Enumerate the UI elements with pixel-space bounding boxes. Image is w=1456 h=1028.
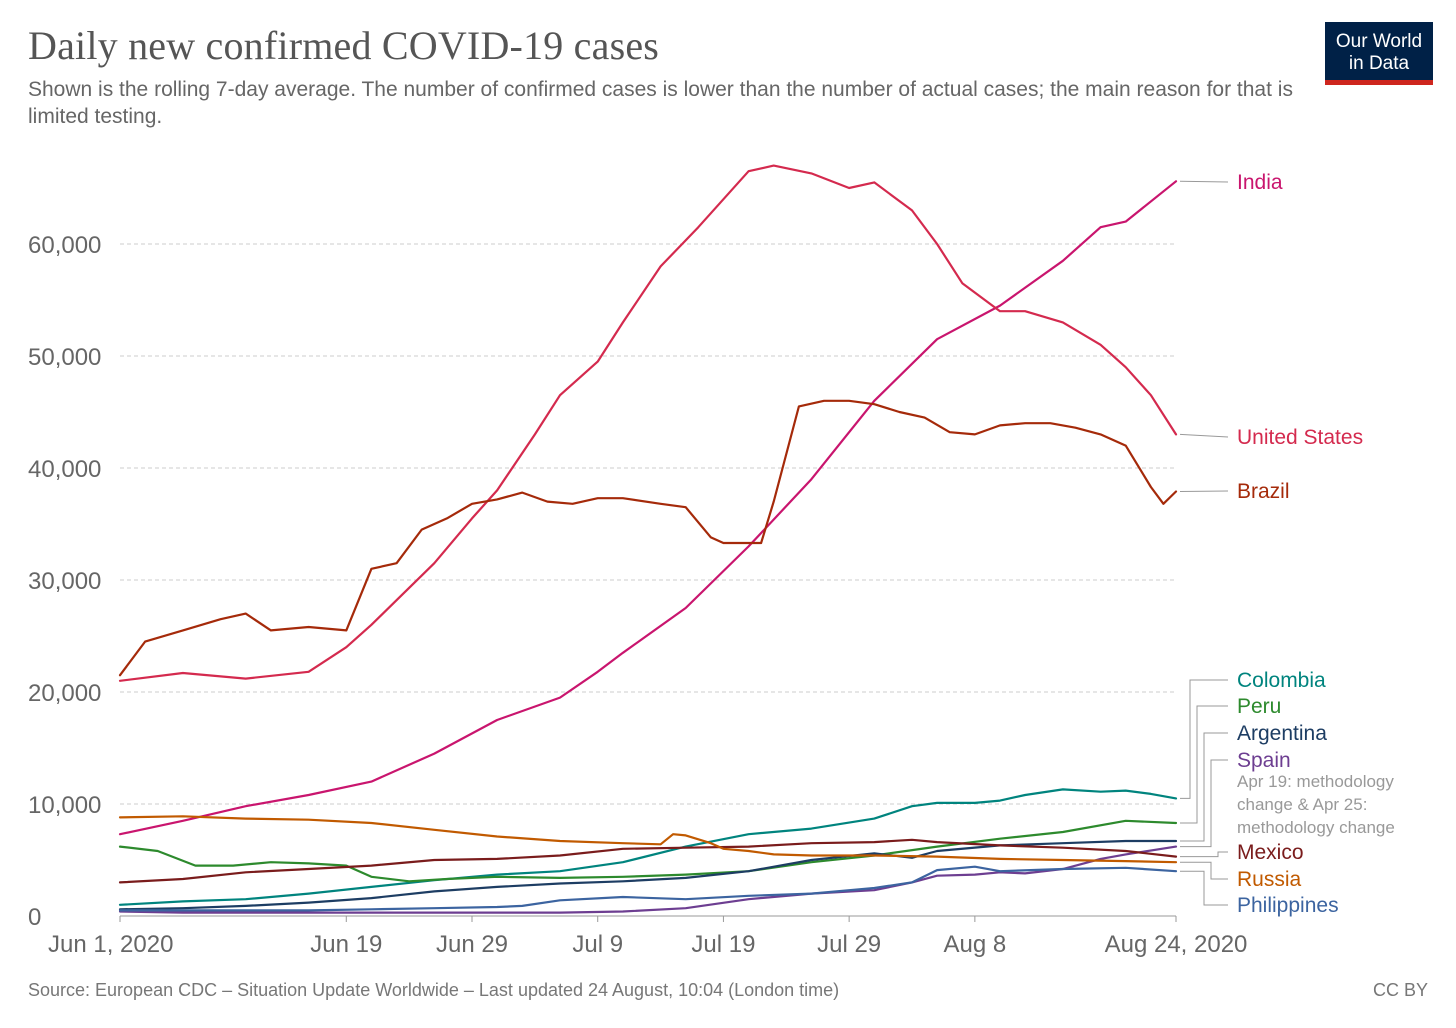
x-tick-label: Jun 29 (436, 931, 508, 958)
y-tick-label: 30,000 (28, 568, 101, 595)
label-connector (1179, 490, 1229, 492)
spain-annotation-line: Apr 19: methodology (1237, 772, 1394, 791)
x-tick-label: Jun 19 (310, 931, 382, 958)
x-tick-label: Jul 19 (691, 931, 755, 958)
series-label-spain[interactable]: Spain (1237, 749, 1291, 772)
series-label-colombia[interactable]: Colombia (1237, 669, 1326, 692)
label-connector (1180, 732, 1228, 842)
axes: 0 10,000 20,000 30,000 40,000 50,000 60,000 Jun… (28, 232, 1247, 958)
grid-lines (120, 243, 1176, 805)
y-tick-label: 10,000 (28, 792, 101, 819)
series-line-spain[interactable] (118, 845, 1178, 914)
source-note[interactable]: Source: European CDC – Situation Update … (28, 980, 840, 1000)
series-label-brazil[interactable]: Brazil (1237, 480, 1290, 503)
label-connector (1180, 870, 1228, 906)
x-tick-label: Aug 8 (943, 931, 1006, 958)
series-line-philippines[interactable] (118, 865, 1178, 912)
series-line-brazil[interactable] (118, 399, 1178, 677)
logo-line-2: in Data (1348, 53, 1410, 74)
label-connector (1179, 180, 1229, 183)
y-tick-label: 40,000 (28, 456, 101, 483)
series-label-india[interactable]: India (1237, 171, 1283, 194)
x-tick-label: Jun 1, 2020 (48, 931, 173, 958)
series-label-peru[interactable]: Peru (1237, 695, 1281, 718)
label-connector (1180, 679, 1228, 799)
series-label-united-states[interactable]: United States (1237, 426, 1363, 449)
y-tick-label: 20,000 (28, 680, 101, 707)
owid-logo[interactable]: Our World in Data (1325, 22, 1433, 85)
chart-subtitle: Shown is the rolling 7-day average. The … (28, 78, 1293, 128)
x-tick-label: Jul 9 (572, 931, 623, 958)
label-connector (1180, 851, 1228, 858)
label-connector (1180, 861, 1228, 880)
series-line-united-states[interactable] (118, 164, 1178, 682)
logo-line-1: Our World (1335, 31, 1423, 52)
series-line-russia[interactable] (118, 815, 1178, 864)
series-label-argentina[interactable]: Argentina (1237, 722, 1327, 745)
y-tick-label: 50,000 (28, 344, 101, 371)
y-tick-label: 60,000 (28, 232, 101, 259)
license-link[interactable]: CC BY (1372, 980, 1428, 1000)
series-labels: India United States Brazil Colombia Peru Arge… (1179, 171, 1395, 917)
label-connector (1180, 759, 1228, 848)
x-tick-label: Jul 29 (817, 931, 881, 958)
series-label-mexico[interactable]: Mexico (1237, 841, 1304, 864)
series-line-mexico[interactable] (118, 838, 1178, 884)
y-tick-label: 0 (28, 904, 41, 931)
spain-annotation-line: methodology change (1237, 818, 1395, 837)
series-label-russia[interactable]: Russia (1237, 868, 1302, 891)
chart-title: Daily new confirmed COVID-19 cases (28, 23, 660, 68)
x-tick-label: Aug 24, 2020 (1105, 931, 1248, 958)
series-line-colombia[interactable] (118, 788, 1178, 906)
label-connector (1180, 705, 1228, 824)
spain-annotation-line: change & Apr 25: (1237, 795, 1367, 814)
series-lines (118, 164, 1178, 914)
series-label-philippines[interactable]: Philippines (1237, 894, 1339, 917)
label-connector (1179, 433, 1229, 438)
series-line-india[interactable] (118, 180, 1178, 836)
